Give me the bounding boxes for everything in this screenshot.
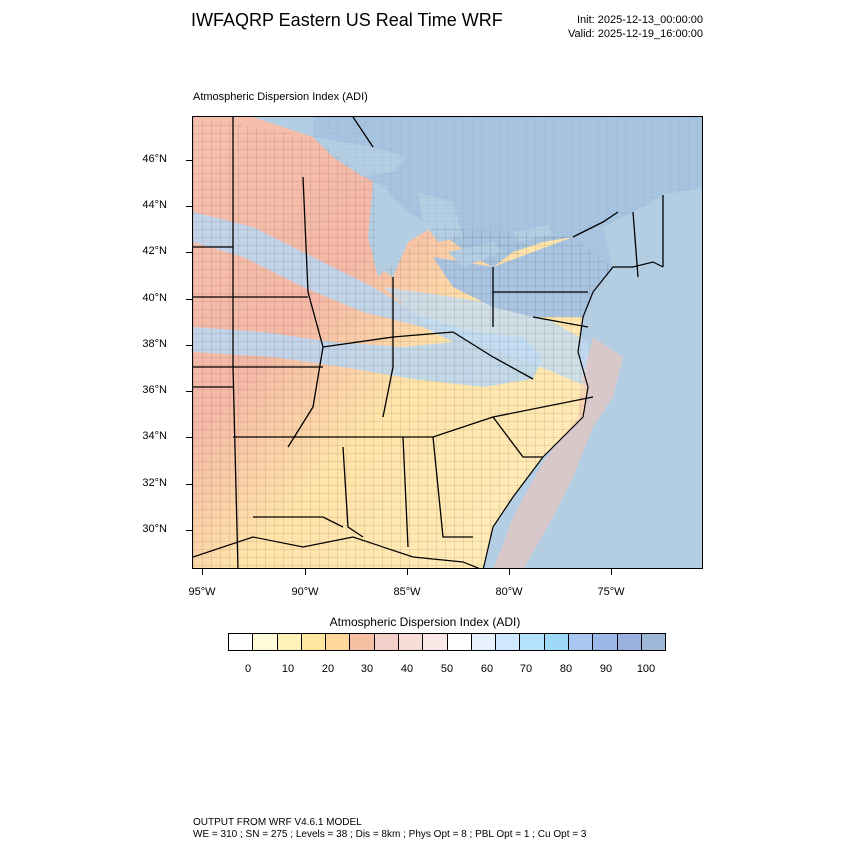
colorbar-label: 50 xyxy=(440,663,454,675)
colorbar-swatch xyxy=(641,634,666,650)
colorbar-swatch xyxy=(617,634,642,650)
lon-label: 75°W xyxy=(597,586,625,598)
lat-label: 46°N xyxy=(142,153,167,165)
lat-tick xyxy=(186,160,192,161)
lat-tick xyxy=(186,345,192,346)
lat-tick xyxy=(186,484,192,485)
colorbar-swatch xyxy=(447,634,472,650)
lon-tick xyxy=(611,569,612,575)
county-grid xyxy=(193,117,613,568)
init-valid-times: Init: 2025-12-13_00:00:00 Valid: 2025-12… xyxy=(568,13,703,41)
colorbar-swatch xyxy=(544,634,569,650)
coastal-ocean-shading xyxy=(493,337,623,568)
colorbar-swatch xyxy=(350,634,375,650)
model-info-line1: OUTPUT FROM WRF V4.6.1 MODEL xyxy=(193,817,362,828)
colorbar-label: 70 xyxy=(519,663,533,675)
colorbar-swatch xyxy=(520,634,545,650)
colorbar-swatch xyxy=(593,634,618,650)
colorbar-swatch xyxy=(253,634,278,650)
state-borders xyxy=(193,117,664,568)
model-info-line2: WE = 310 ; SN = 275 ; Levels = 38 ; Dis … xyxy=(193,829,587,840)
lat-tick xyxy=(186,299,192,300)
gulf-coastline xyxy=(193,536,480,568)
coastline xyxy=(482,261,664,568)
colorbar-swatch xyxy=(326,634,351,650)
lat-tick xyxy=(186,391,192,392)
colorbar-swatch xyxy=(496,634,521,650)
colorbar-label: 40 xyxy=(400,663,414,675)
colorbar-swatch xyxy=(277,634,302,650)
canada-grid xyxy=(313,117,702,267)
lat-label: 42°N xyxy=(142,245,167,257)
adi-map xyxy=(192,116,703,569)
model-info: OUTPUT FROM WRF V4.6.1 MODEL WE = 310 ; … xyxy=(193,817,586,841)
colorbar-swatch xyxy=(301,634,327,650)
lon-tick xyxy=(509,569,510,575)
init-time: Init: 2025-12-13_00:00:00 xyxy=(577,14,703,26)
colorbar-label: 90 xyxy=(599,663,613,675)
lat-tick xyxy=(186,252,192,253)
colorbar-label: 0 xyxy=(244,663,252,675)
colorbar-swatch xyxy=(229,634,254,650)
colorbar-label: 10 xyxy=(281,663,295,675)
lat-label: 40°N xyxy=(142,292,167,304)
lat-label: 30°N xyxy=(142,523,167,535)
plot-subtitle: Atmospheric Dispersion Index (ADI) xyxy=(193,91,368,103)
colorbar-label: 100 xyxy=(636,663,656,675)
lat-tick xyxy=(186,530,192,531)
lon-label: 95°W xyxy=(188,586,216,598)
lat-label: 34°N xyxy=(142,430,167,442)
lat-tick xyxy=(186,206,192,207)
colorbar-swatch xyxy=(471,634,497,650)
map-svg xyxy=(193,117,702,568)
colorbar-title: Atmospheric Dispersion Index (ADI) xyxy=(329,615,521,629)
chart-title: IWFAQRP Eastern US Real Time WRF xyxy=(191,10,503,30)
valid-time: Valid: 2025-12-19_16:00:00 xyxy=(568,28,703,40)
lat-label: 32°N xyxy=(142,477,167,489)
colorbar-label: 20 xyxy=(321,663,335,675)
lat-label: 36°N xyxy=(142,384,167,396)
colorbar-label: 30 xyxy=(360,663,374,675)
lon-tick xyxy=(202,569,203,575)
colorbar-swatch xyxy=(398,634,424,650)
colorbar-swatch xyxy=(568,634,594,650)
lon-label: 90°W xyxy=(291,586,319,598)
lon-tick xyxy=(305,569,306,575)
lat-tick xyxy=(186,437,192,438)
colorbar-swatch xyxy=(423,634,448,650)
lat-label: 38°N xyxy=(142,338,167,350)
colorbar-label: 60 xyxy=(480,663,494,675)
lon-tick xyxy=(407,569,408,575)
lon-label: 85°W xyxy=(393,586,421,598)
colorbar-label: 80 xyxy=(559,663,573,675)
colorbar xyxy=(228,633,666,651)
lon-label: 80°W xyxy=(495,586,523,598)
colorbar-swatch xyxy=(374,634,399,650)
lat-label: 44°N xyxy=(142,199,167,211)
